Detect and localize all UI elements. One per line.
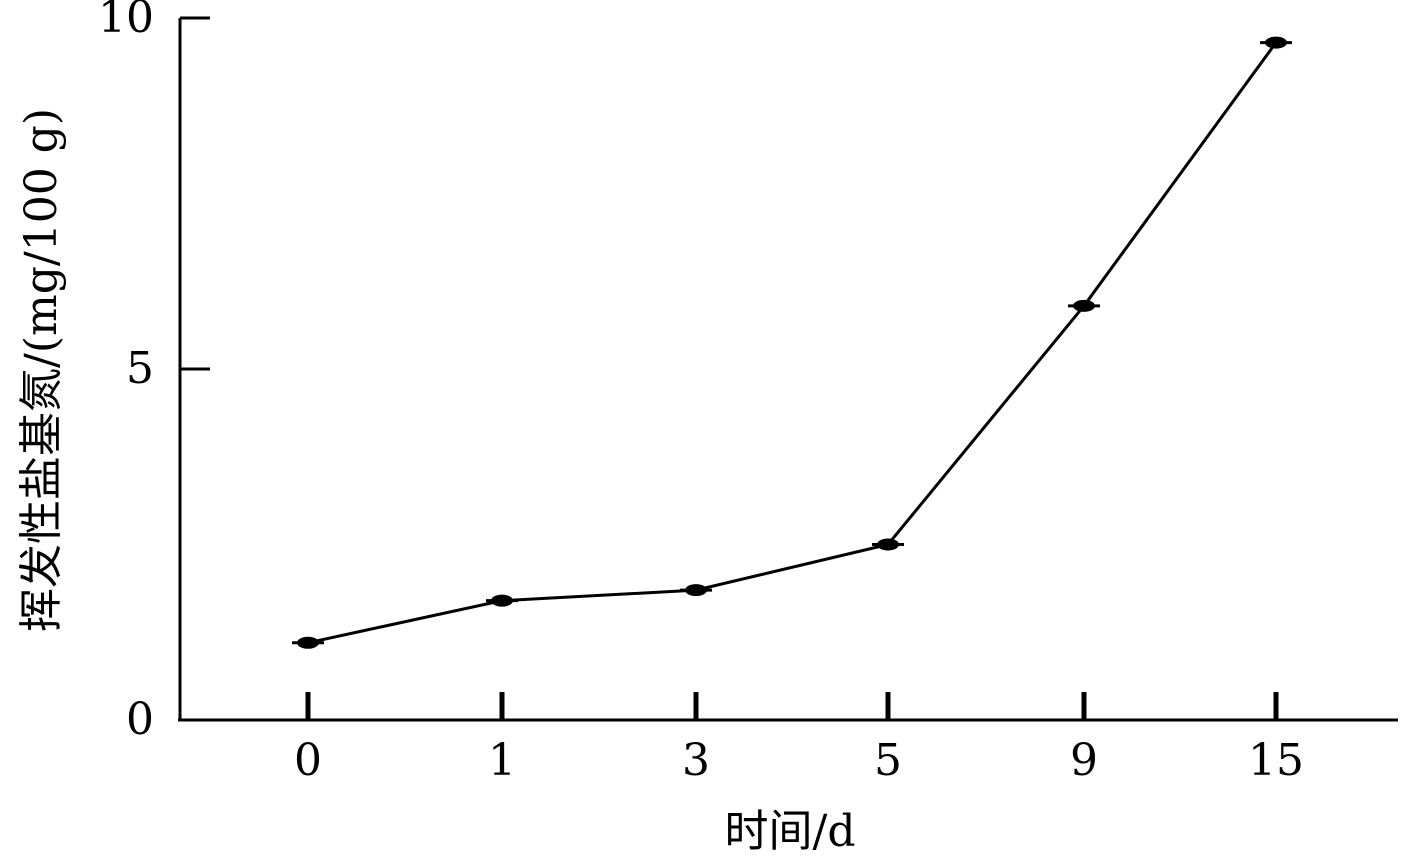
y-tick-label: 10: [98, 0, 154, 43]
series-group: [292, 36, 1292, 649]
x-tick-label: 3: [682, 735, 710, 786]
y-ticks: 0 5 10: [98, 0, 210, 745]
data-point-marker: [877, 538, 899, 551]
x-tick-label: 1: [488, 735, 516, 786]
data-point-marker: [491, 594, 513, 607]
x-axis-title: 时间/d: [725, 806, 856, 857]
x-tick-label: 0: [294, 735, 322, 786]
data-point-marker: [297, 636, 319, 649]
x-tick-label: 15: [1248, 735, 1304, 786]
series-line: [307, 41, 1278, 645]
y-tick-label: 5: [126, 343, 154, 394]
y-tick-label: 0: [126, 694, 154, 745]
y-axis-title: 挥发性盐基氮/(mg/100 g): [16, 108, 67, 632]
data-point-marker: [1265, 36, 1287, 49]
axes: [178, 18, 1398, 722]
x-tick-label: 9: [1070, 735, 1098, 786]
x-tick-label: 5: [874, 735, 902, 786]
x-ticks: 0 1 3 5 9 15: [294, 692, 1304, 786]
data-point-marker: [1073, 299, 1095, 312]
data-point-marker: [685, 584, 707, 597]
